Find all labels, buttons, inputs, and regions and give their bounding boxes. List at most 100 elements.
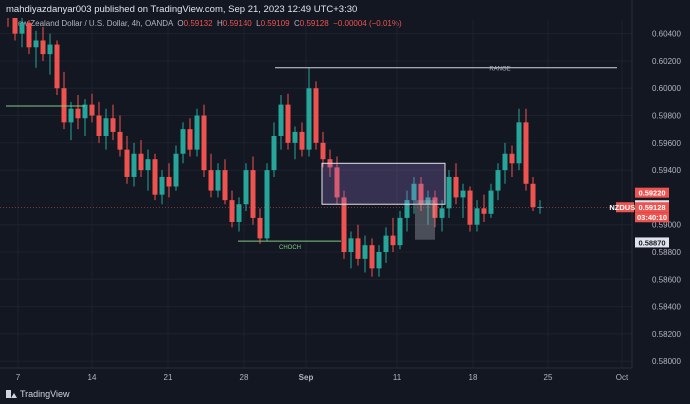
candle-body: [341, 197, 347, 252]
choch-label: CHOCH: [279, 245, 301, 251]
y-tick-label: 0.59800: [652, 112, 681, 121]
candle-body: [516, 122, 522, 164]
candle-body: [523, 122, 529, 184]
x-tick-label: 11: [393, 373, 402, 382]
supply-zone-box: [321, 162, 446, 205]
candle-body: [131, 153, 137, 177]
y-tick-label: 0.59000: [652, 221, 681, 230]
price-badge: [635, 202, 669, 213]
candle-body: [257, 217, 263, 239]
high-value: 0.59140: [222, 19, 252, 28]
candle-body: [467, 190, 473, 225]
price-badge-label: 03:40:10: [637, 213, 667, 222]
candle-body: [530, 183, 536, 207]
tradingview-label: TradingView: [20, 389, 70, 399]
candle-body: [481, 208, 487, 214]
candle-body: [6, 0, 11, 13]
open-value: 0.59132: [183, 19, 213, 28]
candle-body: [264, 170, 270, 239]
candle-body: [404, 200, 410, 218]
candle-body: [509, 153, 515, 164]
y-tick-label: 0.60400: [652, 30, 681, 39]
price-badge-label: 0.59128: [638, 203, 665, 212]
candle-body: [313, 88, 319, 143]
y-tick-label: 0.58800: [652, 248, 681, 257]
price-badge: [635, 187, 669, 198]
candle-body: [306, 88, 312, 150]
candle-body: [208, 170, 214, 191]
candle-body: [285, 104, 291, 143]
candle-body: [103, 118, 109, 136]
candle-body: [19, 22, 25, 34]
x-tick-label: 25: [544, 373, 553, 382]
footer-bar: TradingView: [0, 386, 690, 404]
price-badge-label: 0.58870: [638, 238, 665, 247]
candle-body: [89, 104, 95, 116]
candle-body: [271, 136, 277, 171]
y-tick-label: 0.60000: [652, 84, 681, 93]
candle-body: [54, 44, 60, 89]
candle-body: [474, 208, 480, 225]
candle-body: [75, 108, 81, 119]
price-badge-label: NZDUSD: [609, 203, 641, 212]
candle-body: [495, 170, 501, 191]
y-tick-label: 0.59400: [652, 166, 681, 175]
candle-body: [418, 183, 424, 205]
y-tick-label: 0.58000: [652, 357, 681, 366]
candles-layer: [6, 0, 543, 277]
candle-body: [425, 197, 431, 205]
candle-body: [222, 170, 228, 201]
y-tick-label: 0.58600: [652, 275, 681, 284]
price-badge: [635, 237, 669, 248]
candle-body: [61, 88, 67, 123]
candle-body: [26, 22, 32, 48]
publish-info: mahdiyazdanyar003 published on TradingVi…: [6, 4, 358, 15]
small-highlight-box: [415, 200, 435, 240]
candle-body: [460, 190, 466, 198]
candle-body: [439, 208, 445, 218]
candle-body: [390, 235, 396, 246]
candle-body: [299, 131, 305, 150]
candle-body: [376, 252, 382, 269]
candle-body: [82, 104, 88, 119]
candle-body: [201, 115, 207, 171]
x-tick-label: 21: [164, 373, 173, 382]
candle-body: [33, 40, 39, 48]
candle-body: [152, 159, 158, 195]
open-label: O: [177, 19, 184, 28]
candle-body: [110, 118, 116, 132]
candle-body: [166, 176, 172, 187]
candle-body: [138, 153, 144, 171]
candle-body: [397, 217, 403, 246]
candle-body: [292, 131, 298, 143]
y-tick-label: 0.58400: [652, 303, 681, 312]
candle-body: [334, 167, 340, 198]
candle-body: [117, 131, 123, 150]
candle-body: [488, 190, 494, 214]
candle-body: [229, 200, 235, 222]
candle-body: [180, 129, 186, 154]
price-badge-label: 0.59220: [638, 189, 665, 198]
tradingview-logo[interactable]: TradingView: [6, 389, 70, 399]
candle-body: [355, 238, 361, 259]
y-tick-label: 0.59600: [652, 139, 681, 148]
candle-body: [502, 153, 508, 171]
candle-body: [236, 204, 242, 222]
y-tick-label: 0.60200: [652, 57, 681, 66]
x-tick-label: 14: [88, 373, 97, 382]
candle-body: [243, 170, 249, 205]
candle-body: [250, 170, 256, 218]
candle-body: [124, 149, 130, 177]
x-tick-label: 7: [16, 373, 21, 382]
x-tick-label: Oct: [616, 373, 629, 382]
candle-body: [159, 176, 165, 195]
price-chart[interactable]: 0.60400 0.60200 0.60000 0.59800 0.59600 0.594…: [0, 0, 690, 386]
close-label: C: [294, 19, 300, 28]
price-badge: [616, 202, 634, 213]
candle-body: [40, 40, 46, 55]
candle-body: [278, 104, 284, 136]
y-tick-label: 0.58200: [652, 330, 681, 339]
candle-body: [369, 245, 375, 269]
x-tick-label: Sep: [299, 373, 314, 382]
tradingview-logo-icon: [6, 390, 17, 398]
